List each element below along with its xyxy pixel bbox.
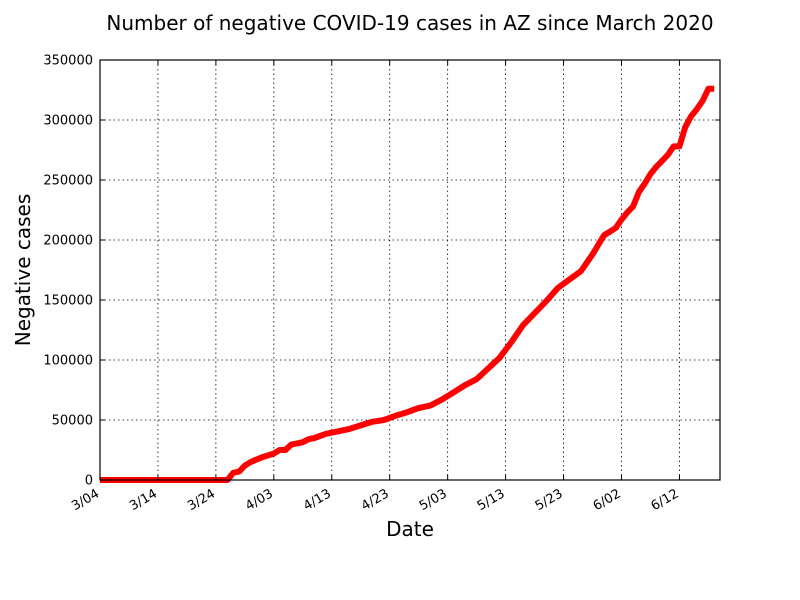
x-axis-label: Date — [386, 517, 434, 541]
y-axis-label: Negative cases — [11, 194, 35, 347]
y-tick-label: 50000 — [52, 414, 93, 429]
x-tick-label: 5/23 — [533, 486, 566, 514]
y-tick-label: 100000 — [43, 354, 93, 369]
series-line — [100, 85, 715, 483]
x-tick-label: 6/12 — [649, 486, 682, 514]
x-tick-label: 4/13 — [301, 486, 334, 514]
x-tick-label: 3/24 — [185, 486, 218, 514]
x-tick-label: 5/13 — [475, 486, 508, 514]
plot-frame — [99, 59, 721, 481]
x-tick-label: 6/02 — [591, 486, 624, 514]
x-tick-label: 5/03 — [417, 486, 450, 514]
chart-title: Number of negative COVID-19 cases in AZ … — [106, 11, 713, 35]
x-tick-label: 3/04 — [69, 486, 102, 514]
y-tick-label: 0 — [85, 474, 93, 489]
x-tick-label: 3/14 — [127, 486, 160, 514]
x-tick-label: 4/03 — [243, 486, 276, 514]
x-tick-label: 4/23 — [359, 486, 392, 514]
y-tick-label: 300000 — [43, 114, 93, 129]
y-tick-label: 150000 — [43, 294, 93, 309]
y-tick-label: 200000 — [43, 234, 93, 249]
y-tick-label: 250000 — [43, 174, 93, 189]
y-tick-label: 350000 — [43, 54, 93, 69]
grid — [100, 60, 720, 480]
series-layer — [100, 85, 715, 483]
ticks: 3/04 3/14 3/24 4/03 4/13 4/23 5/03 5/13 5/23 6/02… — [43, 54, 720, 514]
